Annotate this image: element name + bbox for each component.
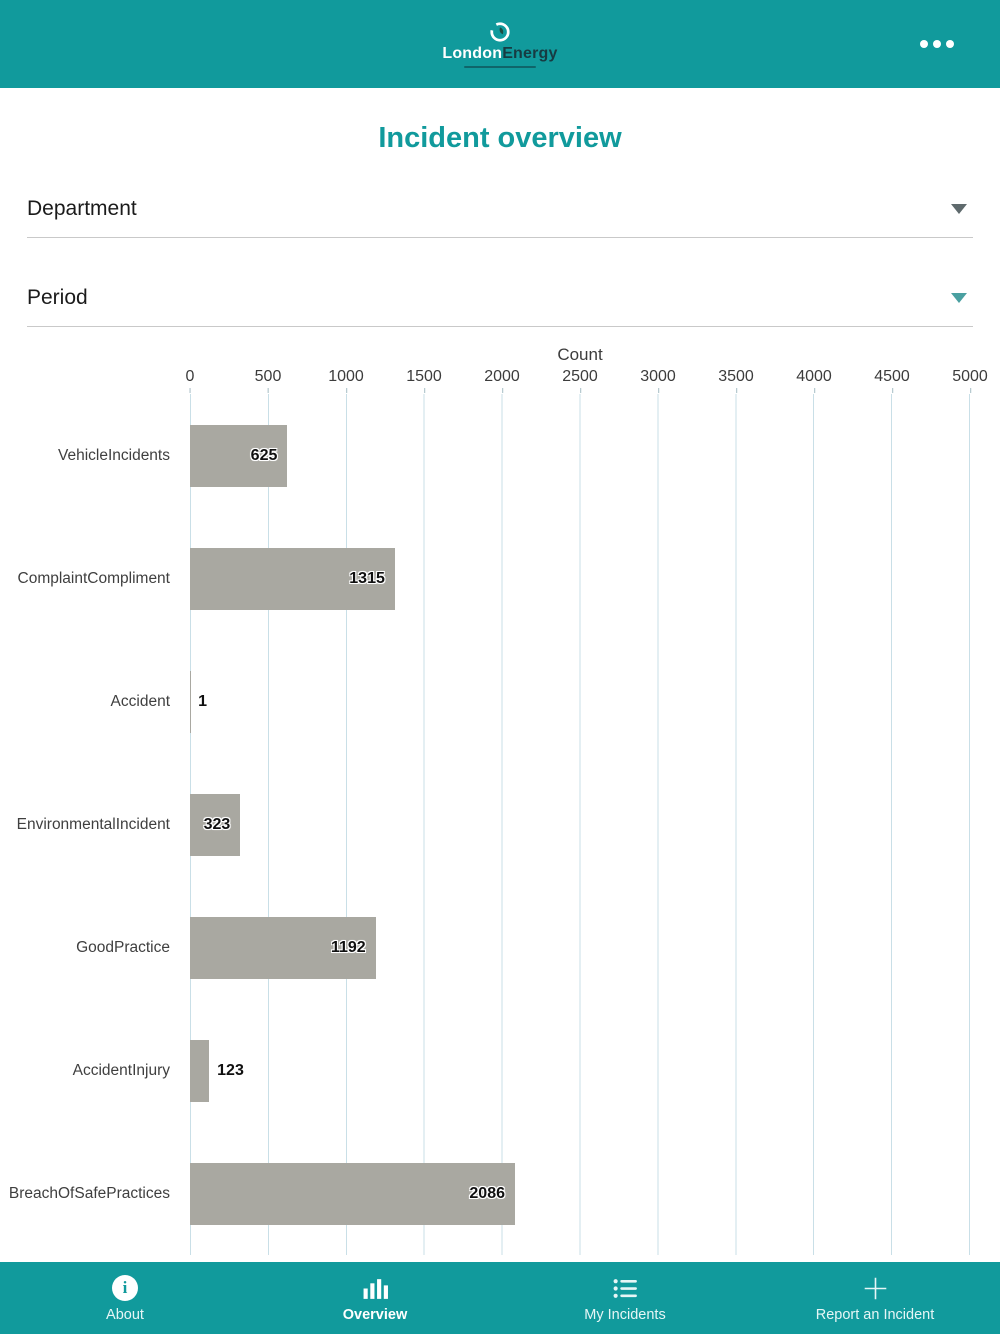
nav-item-overview[interactable]: Overview (250, 1273, 500, 1323)
plus-icon (864, 1277, 886, 1299)
category-label: BreachOfSafePractices (8, 1184, 170, 1202)
nav-item-my-incidents[interactable]: My Incidents (500, 1273, 750, 1323)
department-dropdown[interactable]: Department (27, 155, 973, 238)
bar[interactable] (190, 1162, 515, 1225)
x-axis-ticks: 0 500 1000 1500 2000 2500 3000 3500 4000 4500 5000 (186, 368, 988, 394)
ellipsis-dot (946, 40, 954, 48)
logo-text: LondonEnergy (442, 44, 558, 62)
chart-row: VehicleIncidents 625 (0, 394, 1000, 517)
nav-item-label: Report an Incident (815, 1307, 935, 1323)
x-tick-label: 0 (185, 368, 195, 393)
category-label: EnvironmentalIncident (16, 815, 170, 833)
logo-text-primary: London (442, 44, 503, 62)
chart-row: GoodPractice 1192 (0, 886, 1000, 1009)
logo-tagline (463, 65, 536, 68)
category-label: GoodPractice (76, 938, 170, 956)
period-dropdown-label: Period (27, 286, 88, 309)
bar-value-label: 1315 (349, 569, 385, 587)
bar-value-label: 625 (250, 446, 278, 464)
nav-item-label: About (106, 1307, 144, 1323)
page-title: Incident overview (378, 122, 622, 154)
incident-bar-chart: Count 0 500 1000 1500 2000 2500 3000 3500 4000 45… (0, 345, 1000, 1255)
chart-row: AccidentInjury 123 (0, 1009, 1000, 1132)
nav-item-label: My Incidents (584, 1307, 666, 1323)
category-label: ComplaintCompliment (17, 569, 170, 587)
chart-rows: VehicleIncidents 625 ComplaintCompliment 13… (0, 394, 1000, 1255)
ellipsis-dot (933, 40, 941, 48)
filters: Department Period (27, 155, 973, 327)
nav-item-label: Overview (342, 1307, 408, 1323)
x-tick-label: 4000 (796, 368, 832, 393)
bar-track: 1315 (190, 517, 970, 640)
category-label: VehicleIncidents (57, 446, 170, 464)
bar[interactable] (190, 424, 288, 487)
period-dropdown[interactable]: Period (27, 238, 973, 327)
nav-item-report-an-incident[interactable]: Report an Incident (750, 1273, 1000, 1323)
info-icon-wrapper: i (112, 1273, 138, 1303)
bar-value-label: 123 (217, 1061, 244, 1079)
bar-value-label: 2086 (469, 1184, 505, 1202)
info-icon: i (112, 1275, 138, 1301)
bar-track: 1192 (190, 886, 970, 1009)
nav-item-about[interactable]: i About (0, 1273, 250, 1323)
bar-track: 323 (190, 763, 970, 886)
chevron-down-icon (951, 293, 967, 303)
bar-chart-icon (363, 1278, 388, 1299)
chevron-down-icon (951, 204, 967, 214)
bar-chart-icon-wrapper (362, 1273, 389, 1303)
x-tick-label: 3500 (718, 368, 754, 393)
x-tick-label: 1500 (406, 368, 442, 393)
x-tick-label: 4500 (874, 368, 910, 393)
bar-track: 1 (190, 640, 970, 763)
ellipsis-dot (920, 40, 928, 48)
x-axis: Count 0 500 1000 1500 2000 2500 3000 3500 4000 45… (186, 345, 988, 394)
chart-row: Accident 1 (0, 640, 1000, 763)
x-tick-label: 500 (254, 368, 282, 393)
logo-icon (490, 21, 510, 42)
bar-value-label: 323 (203, 815, 231, 833)
x-tick-label: 5000 (952, 368, 988, 393)
bar[interactable] (190, 547, 395, 610)
category-label: AccidentInjury (72, 1061, 170, 1079)
bar-track: 2086 (190, 1132, 970, 1255)
app-header: LondonEnergy (0, 0, 1000, 88)
x-tick-label: 3000 (640, 368, 676, 393)
list-icon-wrapper (612, 1273, 639, 1303)
x-tick-label: 2500 (562, 368, 598, 393)
x-tick-label: 2000 (484, 368, 520, 393)
chart-row: EnvironmentalIncident 323 (0, 763, 1000, 886)
department-dropdown-label: Department (27, 197, 137, 220)
logo: LondonEnergy (442, 21, 557, 68)
bar-value-label: 1 (198, 692, 208, 710)
bar[interactable] (190, 916, 376, 979)
bottom-nav: i About Overview My Incidents Report an Inci… (0, 1262, 1000, 1334)
chart-row: ComplaintCompliment 1315 (0, 517, 1000, 640)
x-tick-label: 1000 (328, 368, 364, 393)
bar-value-label: 1192 (330, 938, 366, 956)
category-label: Accident (110, 692, 170, 710)
bar-track: 625 (190, 394, 970, 517)
plus-icon-wrapper (862, 1273, 889, 1303)
list-icon (613, 1278, 637, 1298)
bar[interactable] (190, 793, 241, 856)
chart-row: BreachOfSafePractices 2086 (0, 1132, 1000, 1255)
bar[interactable] (190, 1039, 210, 1102)
bar-track: 123 (190, 1009, 970, 1132)
logo-text-secondary: Energy (502, 44, 558, 62)
more-options-button[interactable] (910, 30, 964, 58)
x-axis-title: Count (557, 345, 603, 364)
